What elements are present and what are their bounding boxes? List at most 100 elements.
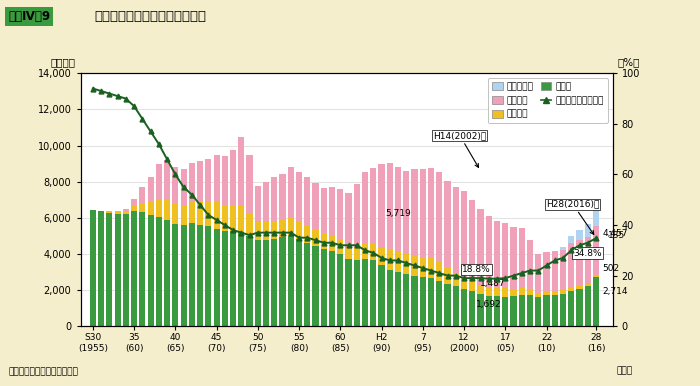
Bar (148, 177, 154, 202)
Bar (246, 213, 253, 236)
Bar (106, 211, 113, 212)
Bar (519, 228, 525, 288)
Bar (420, 277, 426, 326)
Bar (197, 225, 203, 326)
Bar (222, 205, 228, 231)
Bar (214, 155, 220, 202)
Bar (255, 186, 261, 222)
Bar (552, 251, 558, 291)
Bar (494, 296, 500, 326)
Bar (477, 209, 484, 285)
Text: 1,487: 1,487 (480, 279, 505, 288)
Bar (214, 202, 220, 229)
Bar (444, 181, 451, 267)
Bar (412, 276, 418, 326)
Bar (494, 287, 500, 296)
Bar (271, 177, 277, 221)
Bar (164, 220, 170, 326)
Bar (246, 236, 253, 326)
Bar (362, 259, 368, 326)
Bar (214, 229, 220, 326)
Bar (230, 206, 236, 231)
Bar (576, 289, 582, 326)
Bar (461, 191, 467, 278)
Bar (403, 171, 410, 254)
Bar (412, 169, 418, 256)
Bar (395, 167, 401, 252)
Bar (312, 230, 318, 246)
Bar (527, 290, 533, 295)
Bar (502, 297, 508, 326)
Bar (172, 166, 178, 205)
Bar (428, 168, 434, 258)
Bar (527, 295, 533, 326)
Text: 4,457: 4,457 (603, 229, 628, 238)
Bar (304, 177, 310, 225)
Bar (477, 285, 484, 294)
Bar (461, 278, 467, 289)
Bar (510, 296, 517, 326)
Bar (122, 209, 129, 211)
Bar (279, 219, 286, 237)
Bar (263, 240, 270, 326)
Bar (122, 211, 129, 214)
Bar (288, 236, 294, 326)
Bar (420, 257, 426, 277)
Bar (428, 278, 434, 326)
Bar (90, 210, 96, 326)
Bar (263, 222, 270, 240)
Bar (370, 168, 377, 244)
Bar (469, 281, 475, 291)
Bar (593, 208, 599, 225)
Bar (189, 163, 195, 201)
Bar (444, 267, 451, 284)
Bar (536, 297, 541, 326)
Bar (386, 250, 393, 270)
Bar (156, 164, 162, 200)
Bar (346, 247, 351, 259)
Text: 5,719: 5,719 (385, 209, 411, 218)
Bar (568, 243, 575, 288)
Bar (354, 184, 360, 247)
Text: 1,692: 1,692 (476, 300, 502, 309)
Bar (346, 193, 351, 247)
Text: 502: 502 (603, 264, 620, 273)
Bar (304, 243, 310, 326)
Bar (164, 200, 170, 220)
Bar (164, 160, 170, 200)
Bar (420, 169, 426, 257)
Bar (593, 225, 599, 275)
Bar (321, 234, 327, 249)
Bar (560, 294, 566, 326)
Bar (543, 292, 550, 295)
Bar (568, 288, 575, 291)
Bar (329, 235, 335, 251)
Bar (139, 186, 146, 203)
Bar (115, 212, 120, 214)
Bar (527, 240, 533, 290)
Bar (181, 225, 187, 326)
Bar (543, 252, 550, 292)
Bar (584, 224, 591, 237)
Bar (156, 217, 162, 326)
Bar (172, 224, 178, 326)
Bar (444, 284, 451, 326)
Bar (131, 212, 137, 326)
Bar (560, 290, 566, 294)
Bar (189, 201, 195, 223)
Bar (230, 150, 236, 206)
Bar (321, 249, 327, 326)
Bar (329, 187, 335, 235)
Bar (238, 232, 244, 326)
Bar (181, 169, 187, 205)
Bar (568, 291, 575, 326)
Bar (189, 223, 195, 326)
Bar (560, 250, 566, 290)
Bar (98, 212, 104, 326)
Bar (568, 235, 575, 243)
Bar (271, 239, 277, 326)
Bar (279, 237, 286, 326)
Text: （万㎥）: （万㎥） (50, 57, 75, 67)
Bar (131, 199, 137, 206)
Bar (296, 172, 302, 221)
